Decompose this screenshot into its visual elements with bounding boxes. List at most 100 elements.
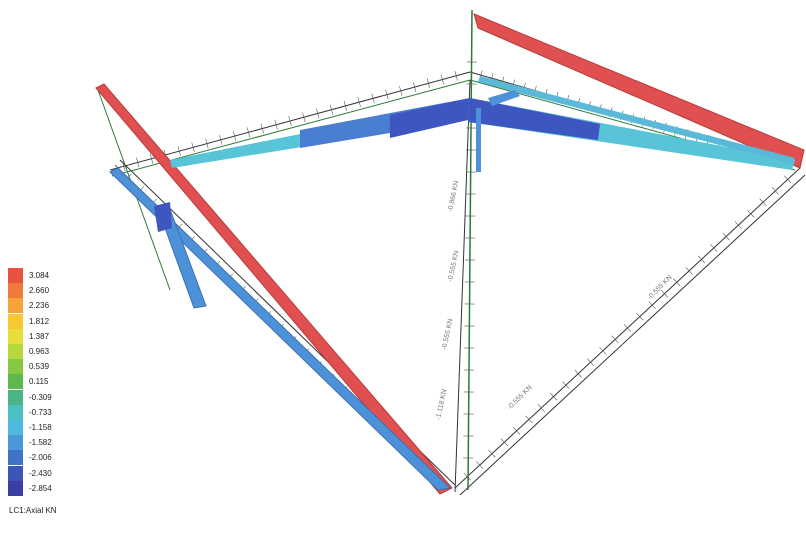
legend-value: -0.309 <box>29 392 52 402</box>
tick-mark <box>476 461 484 470</box>
member-compression-left[interactable] <box>109 167 452 491</box>
legend-value: -2.430 <box>29 468 52 478</box>
tick-mark <box>771 186 779 195</box>
tick-mark <box>316 108 320 119</box>
legend-swatch <box>8 404 23 420</box>
legend-swatch <box>8 328 23 344</box>
dim-label-1: -0.866 KN <box>447 180 460 212</box>
member-compression-center[interactable] <box>390 98 470 138</box>
tick-mark <box>440 74 444 85</box>
tick-mark <box>385 89 389 100</box>
legend-swatch <box>8 283 23 299</box>
legend-value: -1.158 <box>29 423 52 432</box>
member-compression-top-right-dark[interactable] <box>468 98 600 140</box>
legend-swatch <box>8 359 23 375</box>
member-strut-left-top[interactable] <box>154 202 172 232</box>
legend-value: 1.812 <box>29 316 50 326</box>
tick-mark <box>623 324 632 332</box>
color-legend: 3.084 2.660 2.236 1.812 1.387 0.963 0.539 0.115… <box>8 268 98 528</box>
legend-swatch <box>8 313 23 329</box>
legend-swatch <box>8 465 23 481</box>
members <box>95 13 805 495</box>
tick-mark <box>177 146 181 157</box>
tick-mark <box>673 278 681 287</box>
tick-mark <box>413 82 417 92</box>
tick-mark <box>660 289 669 298</box>
tick-mark <box>122 161 126 172</box>
legend-value: -2.854 <box>29 483 52 493</box>
tick-mark <box>697 255 706 264</box>
legend-value: 0.963 <box>29 347 50 356</box>
tick-mark <box>191 142 195 153</box>
tick-mark <box>648 301 656 310</box>
mast-vertical <box>467 9 473 491</box>
member-tension-top[interactable] <box>473 13 805 169</box>
tick-mark <box>274 119 278 130</box>
legend-value: 2.236 <box>29 301 50 311</box>
tick-mark <box>463 472 471 481</box>
tick-mark <box>512 426 521 435</box>
tick-mark <box>136 157 140 168</box>
legend-swatch <box>8 480 23 496</box>
legend-value: 0.539 <box>29 362 50 372</box>
dim-label-2: -0.555 KN <box>447 250 460 282</box>
legend-value: 0.115 <box>29 377 49 387</box>
tick-mark <box>747 209 755 218</box>
member-brace-small[interactable] <box>488 90 520 106</box>
tick-mark <box>586 358 595 367</box>
member-upper-right[interactable] <box>478 76 795 164</box>
legend-value: 3.084 <box>29 271 50 280</box>
legend-title: LC1:Axial KN <box>9 506 57 515</box>
legend-swatch <box>8 420 23 435</box>
mast-diagonal-1 <box>454 79 471 493</box>
tick-mark <box>357 97 361 108</box>
tick-mark <box>525 415 533 424</box>
legend-swatch <box>8 298 23 314</box>
tick-mark <box>219 134 223 145</box>
tick-mark <box>784 175 792 184</box>
tick-mark <box>399 85 403 96</box>
tick-mark <box>759 198 767 207</box>
dim-label-3: -0.555 KN <box>441 318 454 350</box>
legend-value: -1.582 <box>29 438 52 448</box>
legend-value: 1.387 <box>29 331 50 341</box>
dim-label-5: -0.555 KN <box>506 384 533 411</box>
tick-mark <box>343 101 347 111</box>
tick-mark <box>488 449 496 458</box>
legend-swatch <box>8 435 23 451</box>
tick-mark <box>636 312 644 321</box>
tick-mark <box>302 112 306 123</box>
member-mast-short[interactable] <box>476 108 481 172</box>
tick-mark <box>454 70 458 81</box>
tick-mark <box>685 266 693 275</box>
tick-mark <box>426 78 431 89</box>
member-tension-left[interactable] <box>95 83 453 495</box>
tick-mark <box>562 381 570 390</box>
tick-mark <box>611 335 619 344</box>
tick-mark <box>710 244 718 252</box>
dim-label-4: -1.118 KN <box>435 389 448 421</box>
tick-mark <box>260 123 264 134</box>
legend-value: -2.006 <box>29 453 52 463</box>
tick-mark <box>371 93 375 104</box>
tick-mark <box>205 138 209 149</box>
tick-mark <box>149 153 154 164</box>
tick-mark <box>233 131 237 141</box>
tick-mark <box>500 438 508 447</box>
legend-swatch <box>8 374 23 390</box>
legend-swatch <box>8 389 23 405</box>
tick-mark <box>549 392 558 401</box>
tick-mark <box>246 127 251 138</box>
tick-mark <box>574 369 582 378</box>
legend-swatch <box>8 344 23 359</box>
legend-value: -0.733 <box>29 407 52 417</box>
legend-swatch <box>8 450 23 466</box>
tick-mark <box>599 346 607 355</box>
tick-mark <box>722 232 730 241</box>
tick-mark <box>288 116 292 126</box>
tick-mark <box>734 221 743 230</box>
edge-bottom-right-2 <box>459 174 806 496</box>
legend-value: 2.660 <box>29 286 50 296</box>
tick-mark <box>329 104 334 115</box>
